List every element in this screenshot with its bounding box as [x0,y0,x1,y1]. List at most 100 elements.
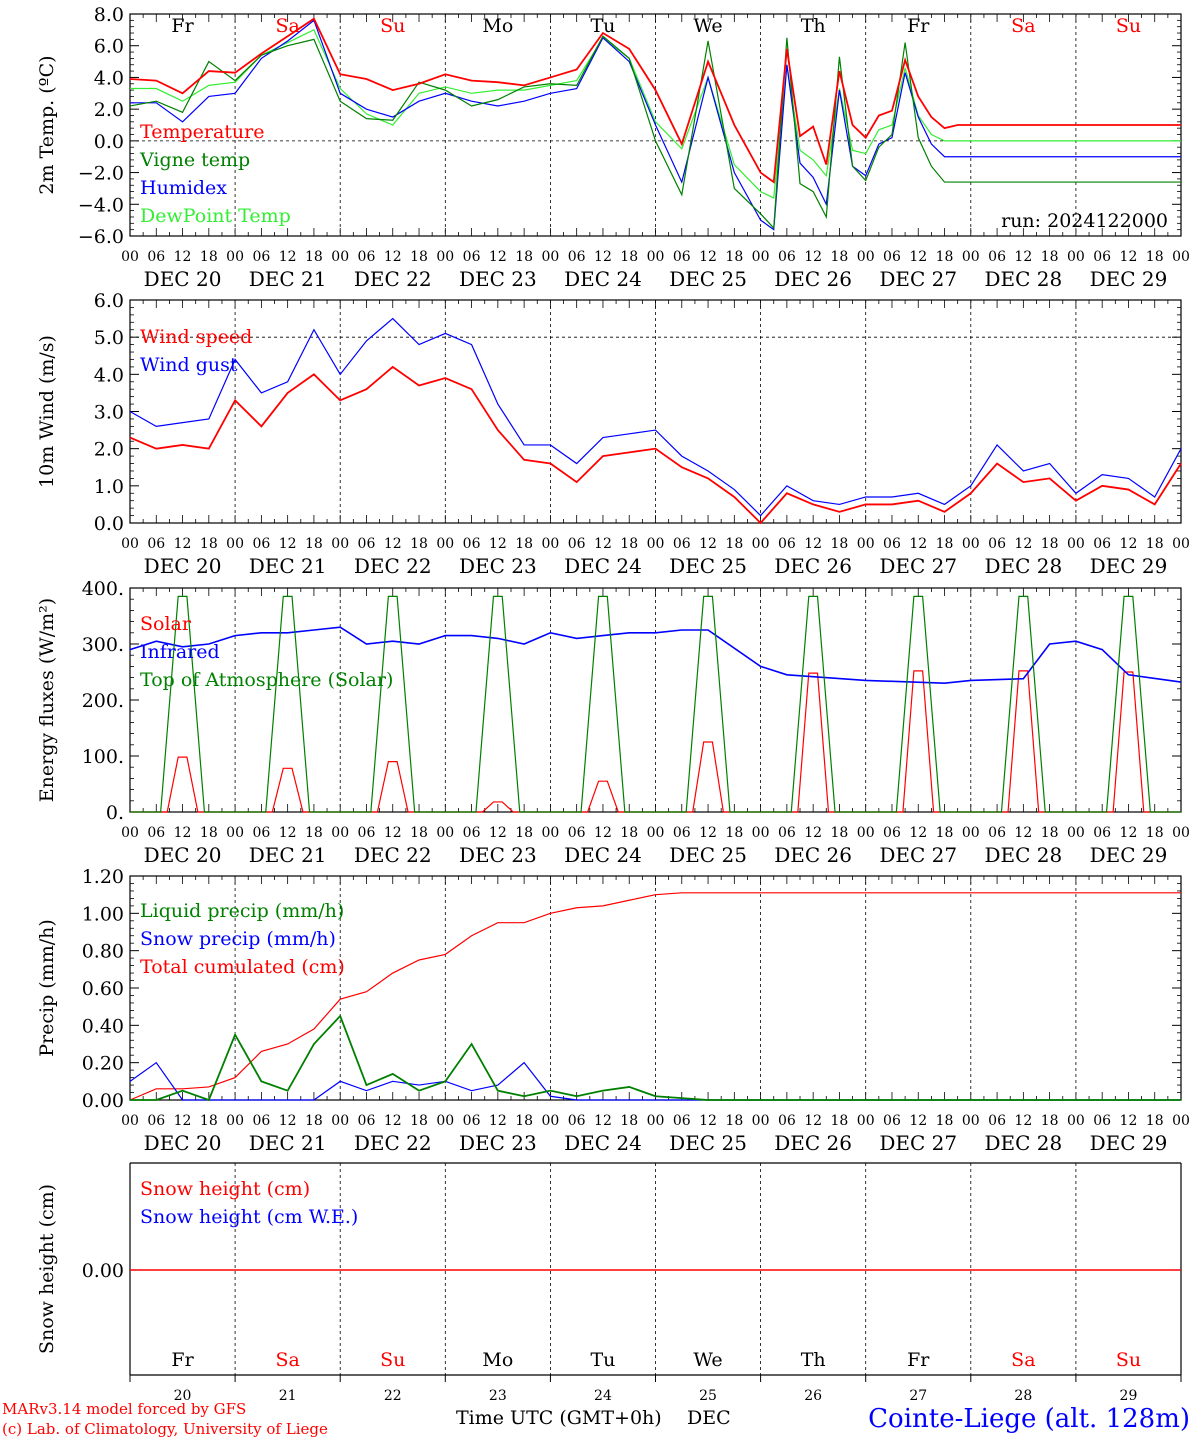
hour-tick-label: 18 [725,536,743,552]
hour-tick-label: 00 [1067,536,1085,552]
day-label: Sa [275,15,299,37]
legend-item: Snow precip (mm/h) [140,928,336,950]
hour-tick-label: 06 [358,536,376,552]
bottom-day-label: Su [380,1349,405,1371]
legend-item: Snow height (cm) [140,1178,310,1200]
date-label: DEC 28 [984,267,1062,291]
bottom-day-label: Sa [275,1349,299,1371]
hour-tick-label: 12 [174,825,192,841]
hour-tick-label: 06 [883,249,901,265]
hour-tick-label: 06 [463,249,481,265]
hour-tick-label: 18 [200,249,218,265]
hour-tick-label: 00 [647,1113,665,1129]
hour-tick-label: 06 [147,536,165,552]
date-label: DEC 23 [459,267,537,291]
hour-tick-label: 12 [804,536,822,552]
hour-tick-label: 12 [279,1113,297,1129]
flux-panel: 0. 100. 200. 300. 400. Energy fluxes (W/m²) So… [36,578,1190,867]
hour-tick-label: 06 [778,1113,796,1129]
hour-tick-label: 00 [962,536,980,552]
legend-item: Wind speed [140,326,252,348]
y-tick-label: 0.0 [94,131,124,153]
hour-tick-label: 06 [883,1113,901,1129]
hour-tick-label: 12 [279,825,297,841]
date-label: DEC 27 [879,1131,957,1155]
hour-tick-label: 06 [463,1113,481,1129]
bottom-day-label: Tu [590,1349,615,1371]
hour-tick-label: 12 [594,249,612,265]
bottom-day-number: 27 [909,1388,927,1404]
hour-tick-label: 06 [358,825,376,841]
y-tick-label: 0.80 [82,941,124,963]
date-label: DEC 26 [774,843,852,867]
date-label: DEC 25 [669,1131,747,1155]
hour-tick-label: 12 [594,1113,612,1129]
bottom-day-number: 21 [279,1388,297,1404]
legend-item: Top of Atmosphere (Solar) [140,669,393,691]
hour-tick-label: 00 [331,249,349,265]
hour-tick-label: 00 [857,536,875,552]
hour-tick-label: 00 [541,1113,559,1129]
day-label: Th [801,15,826,37]
bottom-day-label: Sa [1011,1349,1035,1371]
hour-tick-label: 18 [725,1113,743,1129]
hour-tick-label: 06 [568,1113,586,1129]
hour-tick-label: 00 [962,249,980,265]
y-tick-label: 6.0 [94,36,124,58]
hour-tick-label: 00 [1067,1113,1085,1129]
date-label: DEC 23 [459,843,537,867]
hour-tick-label: 00 [436,536,454,552]
legend-item: Infrared [140,641,220,663]
date-label: DEC 27 [879,267,957,291]
precip-panel: 0.00 0.20 0.40 0.60 0.80 1.00 1.20 Precip (mm/h… [36,866,1190,1155]
hour-tick-label: 12 [1120,1113,1138,1129]
run-annotation: run: 2024122000 [1001,210,1168,232]
hour-tick-label: 06 [778,249,796,265]
hour-tick-label: 12 [909,249,927,265]
date-label: DEC 24 [564,267,642,291]
hour-tick-label: 06 [568,536,586,552]
date-label: DEC 20 [144,554,222,578]
hour-tick-label: 18 [831,1113,849,1129]
wind-panel: 0.0 1.0 2.0 3.0 4.0 5.0 6.0 10m Wind (m/s) Wind … [36,290,1190,578]
date-label: DEC 20 [144,843,222,867]
hour-tick-label: 18 [1041,1113,1059,1129]
date-label: DEC 23 [459,1131,537,1155]
hour-tick-label: 00 [962,825,980,841]
hour-tick-label: 00 [1172,825,1190,841]
hour-tick-label: 06 [252,1113,270,1129]
hour-tick-label: 18 [410,825,428,841]
hour-tick-label: 12 [699,536,717,552]
hour-tick-label: 18 [1041,249,1059,265]
hour-tick-label: 18 [305,536,323,552]
series-line-2 [129,892,1181,1101]
legend-item: Humidex [140,177,227,199]
y-tick-label: 1.0 [94,476,124,498]
y-tick-label: 300. [82,634,124,656]
legend-item: Wind gust [140,354,238,376]
y-tick-label: 8.0 [94,4,124,26]
hour-tick-label: 18 [1146,825,1164,841]
bottom-day-label: Fr [171,1349,194,1371]
hour-tick-label: 00 [541,249,559,265]
hour-tick-label: 06 [673,825,691,841]
hour-tick-label: 00 [541,536,559,552]
hour-tick-label: 18 [305,825,323,841]
y-axis-label: Energy fluxes (W/m²) [36,598,58,802]
legend-item: DewPoint Temp [140,205,291,227]
y-tick-label: 1.20 [82,866,124,888]
date-label: DEC 29 [1090,1131,1168,1155]
y-tick-label: −2.0 [78,163,124,185]
date-label: DEC 21 [249,843,327,867]
hour-tick-label: 18 [831,536,849,552]
hour-tick-label: 06 [252,249,270,265]
hour-tick-label: 18 [410,1113,428,1129]
hour-tick-label: 18 [200,536,218,552]
date-label: DEC 24 [564,843,642,867]
date-label: DEC 28 [984,1131,1062,1155]
hour-tick-label: 06 [988,1113,1006,1129]
hour-tick-label: 12 [804,825,822,841]
y-tick-label: 0. [106,802,124,824]
y-axis-label: Precip (mm/h) [36,919,58,1057]
